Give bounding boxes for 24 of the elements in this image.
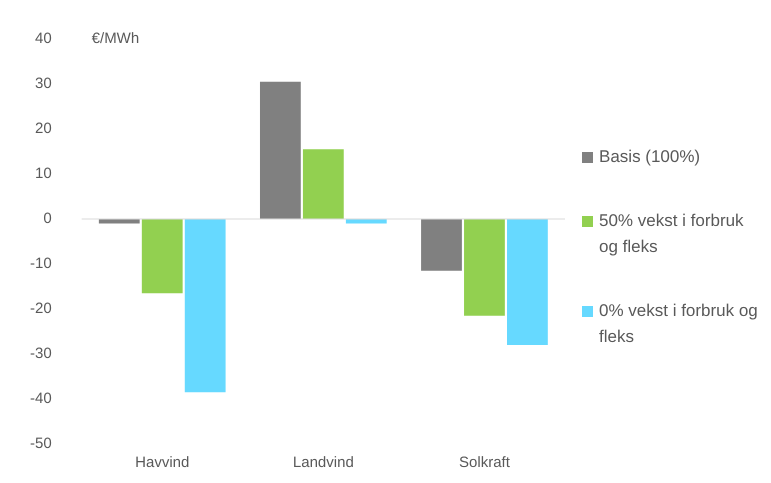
bar <box>464 219 505 316</box>
y-tick-label: 10 <box>34 165 52 182</box>
y-tick-label: -30 <box>30 345 52 362</box>
bar <box>421 219 462 271</box>
x-tick-label: Landvind <box>292 454 354 472</box>
bar <box>142 219 183 294</box>
y-tick-label: 40 <box>34 30 52 48</box>
y-tick-label: -20 <box>30 300 52 318</box>
bar <box>260 82 301 219</box>
bar <box>302 149 344 219</box>
y-tick-label: 20 <box>34 120 52 138</box>
x-tick-label: Solkraft <box>459 454 511 472</box>
bar <box>184 219 226 392</box>
y-axis-title: €/MWh <box>92 30 140 48</box>
bar <box>507 219 548 345</box>
y-tick-label: 30 <box>34 75 52 92</box>
legend-label: 50% vekst i forbruk og fleks <box>599 210 745 258</box>
y-tick-label: -40 <box>30 390 52 408</box>
y-tick-label: 0 <box>43 210 52 228</box>
legend-label: Basis (100%) <box>599 146 700 168</box>
y-tick-label: -50 <box>30 435 52 452</box>
x-tick-label: Havvind <box>135 454 190 472</box>
y-tick-label: -10 <box>30 255 52 272</box>
legend-label: 0% vekst i forbruk og fleks <box>599 300 759 348</box>
